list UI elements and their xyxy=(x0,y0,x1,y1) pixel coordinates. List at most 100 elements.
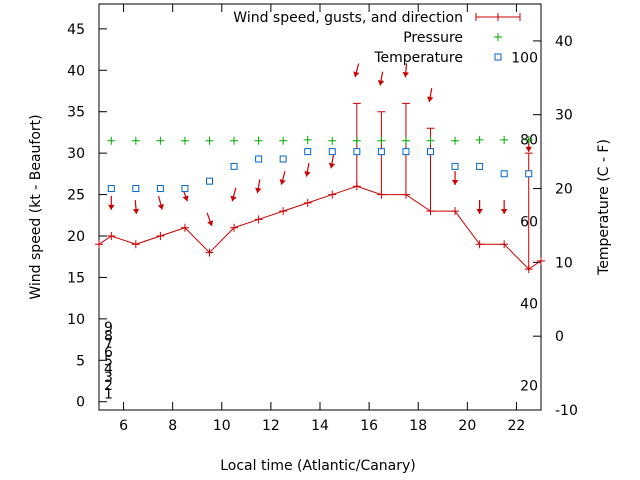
wind-direction-arrowhead xyxy=(328,162,336,169)
y2-tick-label: -10 xyxy=(555,403,578,419)
y-tick-label: 40 xyxy=(67,63,85,79)
pressure-point xyxy=(475,135,484,144)
wind-direction-arrowhead xyxy=(207,220,214,227)
y-tick-label: 30 xyxy=(67,146,85,162)
legend-swatch-wind xyxy=(475,13,521,21)
wind-line xyxy=(98,185,542,270)
beaufort-label: 2 xyxy=(104,378,113,394)
fahrenheit-label: 100 xyxy=(511,50,538,66)
x-tick-label: 20 xyxy=(458,418,476,434)
pressure-point xyxy=(401,136,410,145)
beaufort-label: 5 xyxy=(104,353,113,369)
pressure-point xyxy=(524,135,533,144)
wind-point xyxy=(303,198,312,207)
beaufort-label: 4 xyxy=(104,362,113,378)
temperature-point xyxy=(132,185,140,193)
fahrenheit-label: 40 xyxy=(520,296,538,312)
temperature-point xyxy=(230,162,238,170)
beaufort-label: 3 xyxy=(104,370,113,386)
x-tick-label: 12 xyxy=(262,418,280,434)
axis-ticks: 6 8 10 12 14 16 18 20 22051015202530354045-10010… xyxy=(67,4,578,434)
pressure-point xyxy=(107,136,116,145)
wind-direction-arrowhead xyxy=(377,79,385,86)
wind-point xyxy=(328,190,337,199)
y2-tick-label: 0 xyxy=(555,329,564,345)
temperature-point xyxy=(451,162,459,170)
y-axis-label: Wind speed (kt - Beaufort) xyxy=(28,114,44,299)
wind-point xyxy=(95,240,103,249)
pressure-point xyxy=(426,136,435,145)
wind-point xyxy=(156,232,165,240)
y-tick-label: 25 xyxy=(67,188,85,204)
wind-direction-arrowhead xyxy=(304,171,311,177)
wind-direction-arrowhead xyxy=(500,209,508,214)
pressure-point xyxy=(352,136,361,145)
wind-point xyxy=(475,240,484,249)
y-tick-label: 0 xyxy=(76,395,85,411)
pressure-point xyxy=(328,136,337,145)
y2-tick-label: 20 xyxy=(555,182,573,198)
pressure-point xyxy=(303,135,312,144)
wind-direction-arrowhead xyxy=(182,195,189,202)
wind-direction-arrowhead xyxy=(230,195,237,202)
y2-tick-label: 10 xyxy=(555,255,573,271)
pressure-point xyxy=(131,136,140,145)
temperature-point xyxy=(328,148,336,156)
temperature-point xyxy=(279,155,287,163)
legend-label-temperature: Temperature xyxy=(373,50,463,66)
temperature-point xyxy=(402,148,410,156)
y-tick-label: 5 xyxy=(76,353,85,369)
pressure-point xyxy=(156,136,165,145)
pressure-point xyxy=(180,136,189,145)
y-tick-label: 10 xyxy=(67,312,85,328)
wind-direction-arrowhead xyxy=(157,203,164,210)
legend-swatch-pressure xyxy=(494,33,502,41)
wind-point xyxy=(107,232,116,240)
wind-point xyxy=(279,207,288,216)
pressure-point xyxy=(230,136,239,145)
x-axis-label: Local time (Atlantic/Canary) xyxy=(220,458,416,474)
wind-point xyxy=(205,248,214,257)
wind-point xyxy=(537,256,545,265)
x-tick-label: 8 xyxy=(168,418,177,434)
y2-axis-label: Temperature (C - F) xyxy=(596,139,612,276)
pressure-point xyxy=(451,136,460,145)
legend-label-wind: Wind speed, gusts, and direction xyxy=(233,10,463,26)
temperature-point xyxy=(206,177,213,185)
legend: Wind speed, gusts, and direction Pressure… xyxy=(233,10,521,66)
y2-tick-label: 30 xyxy=(555,108,573,124)
wind-direction-arrowhead xyxy=(353,71,360,78)
beaufort-label: 8 xyxy=(104,328,113,344)
pressure-point xyxy=(205,136,214,145)
x-tick-label: 6 xyxy=(119,418,128,434)
x-tick-label: 16 xyxy=(360,418,378,434)
wind-point xyxy=(500,240,509,249)
x-tick-label: 18 xyxy=(409,418,427,434)
wind-direction-arrowhead xyxy=(402,71,409,78)
wind-direction-arrowhead xyxy=(255,187,262,194)
chart-marks xyxy=(95,63,545,274)
gust-bar xyxy=(352,102,361,187)
wind-point xyxy=(131,240,140,249)
pressure-point xyxy=(377,136,386,145)
wind-direction-arrowhead xyxy=(108,204,115,210)
wind-direction-arrowhead xyxy=(132,208,140,214)
temperature-point xyxy=(304,148,312,156)
y-tick-label: 35 xyxy=(67,105,85,121)
beaufort-label: 1 xyxy=(104,386,113,402)
y-tick-label: 20 xyxy=(67,229,85,245)
fahrenheit-label: 20 xyxy=(520,378,538,394)
wind-direction-arrowhead xyxy=(451,180,459,185)
beaufort-label: 6 xyxy=(104,345,113,361)
y-tick-label: 15 xyxy=(67,270,85,286)
wind-direction-arrowhead xyxy=(427,96,434,103)
temperature-point xyxy=(181,185,189,193)
wind-point xyxy=(230,223,239,232)
pressure-point xyxy=(500,135,509,144)
pressure-point xyxy=(254,136,263,145)
temperature-point xyxy=(427,148,434,156)
wind-point xyxy=(254,215,263,224)
temperature-point xyxy=(156,185,164,193)
plot-area xyxy=(98,3,542,411)
